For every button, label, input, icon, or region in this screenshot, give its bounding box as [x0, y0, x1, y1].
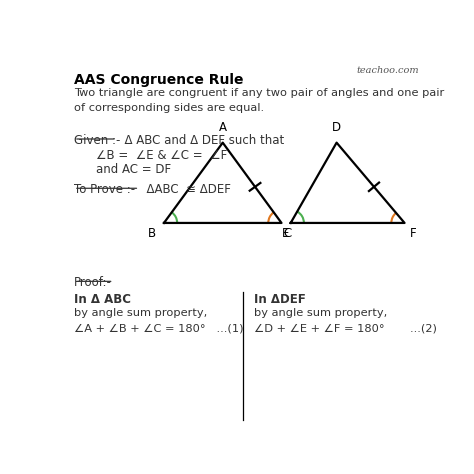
Text: Δ ABC and Δ DEF such that: Δ ABC and Δ DEF such that — [117, 134, 284, 146]
Text: and AC = DF: and AC = DF — [96, 163, 171, 176]
Text: AAS Congruence Rule: AAS Congruence Rule — [74, 73, 244, 87]
Text: B: B — [148, 228, 156, 240]
Text: In Δ ABC: In Δ ABC — [74, 293, 131, 306]
Text: ∠B =  ∠E & ∠C =  ∠F: ∠B = ∠E & ∠C = ∠F — [96, 149, 227, 162]
Text: ∠A + ∠B + ∠C = 180°   ...(1): ∠A + ∠B + ∠C = 180° ...(1) — [74, 323, 244, 333]
Text: C: C — [283, 228, 292, 240]
Text: In ΔDEF: In ΔDEF — [254, 293, 306, 306]
Text: ∠D + ∠E + ∠F = 180°       ...(2): ∠D + ∠E + ∠F = 180° ...(2) — [254, 323, 437, 333]
Text: A: A — [219, 120, 227, 134]
Text: F: F — [410, 228, 417, 240]
Text: by angle sum property,: by angle sum property, — [74, 308, 207, 318]
Text: Given :-: Given :- — [74, 134, 120, 146]
Text: To Prove :-: To Prove :- — [74, 183, 135, 196]
Text: Two triangle are congruent if any two pair of angles and one pair
of correspondi: Two triangle are congruent if any two pa… — [74, 88, 444, 113]
Text: Proof:-: Proof:- — [74, 276, 112, 289]
Text: D: D — [332, 120, 341, 134]
Text: by angle sum property,: by angle sum property, — [254, 308, 387, 318]
Text: E: E — [282, 228, 289, 240]
Text: teachoo.com: teachoo.com — [356, 66, 419, 75]
Text: ΔABC  ≅ ΔDEF: ΔABC ≅ ΔDEF — [139, 183, 231, 196]
